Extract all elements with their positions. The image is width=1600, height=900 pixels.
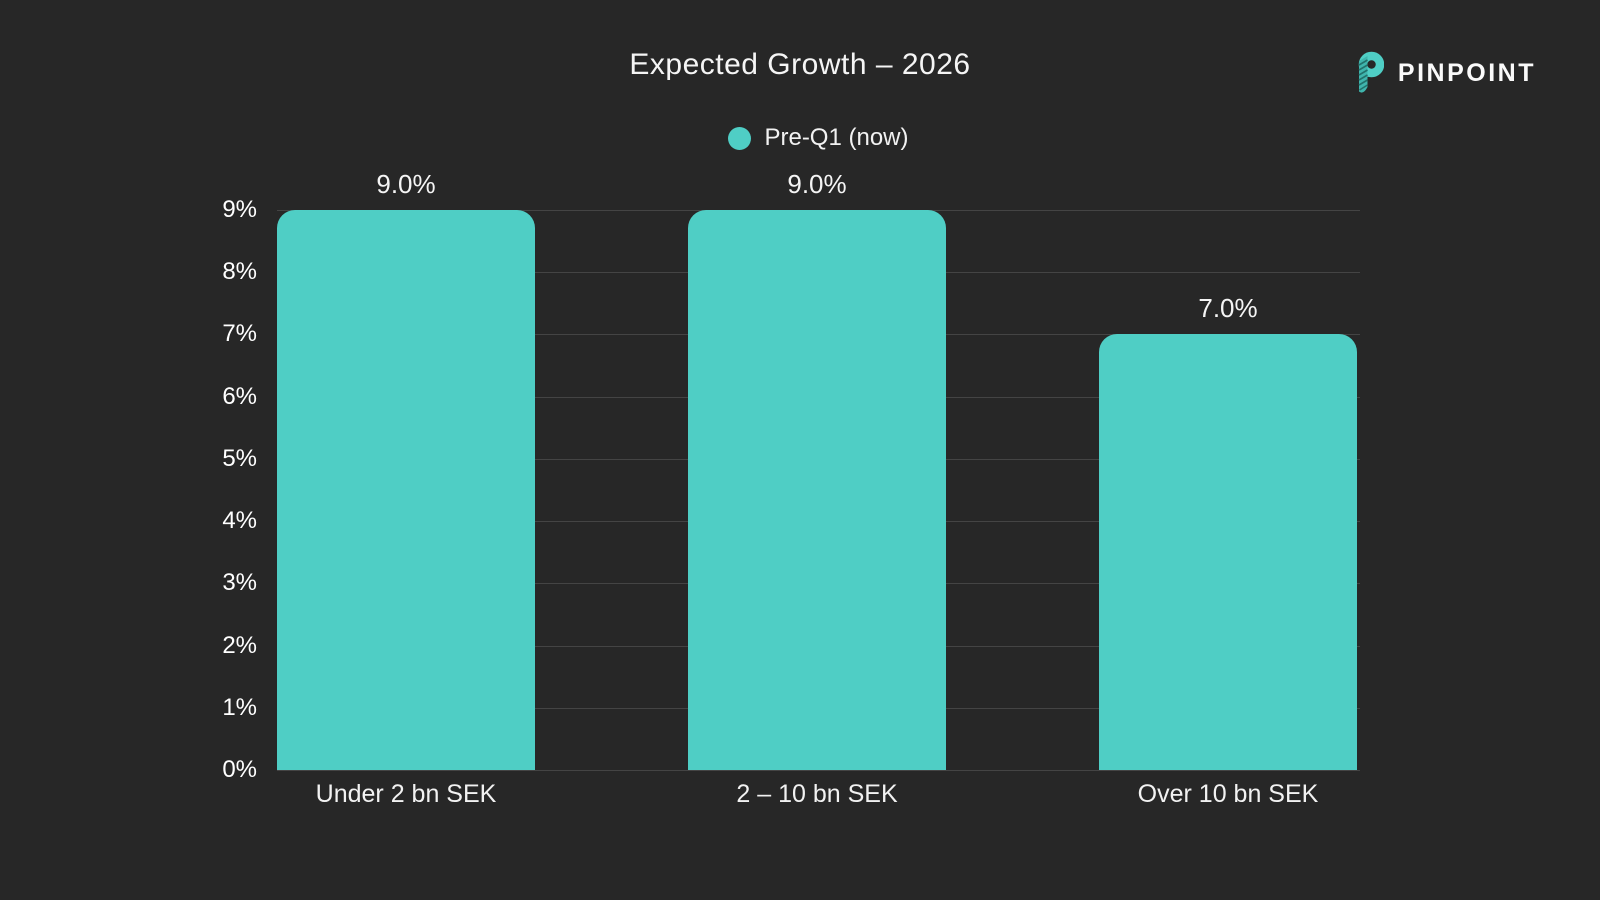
y-tick-label: 4%: [222, 507, 257, 535]
pinpoint-p-icon: [1353, 50, 1384, 96]
bar-value-label: 9.0%: [376, 169, 436, 199]
x-category-label: Over 10 bn SEK: [1137, 780, 1319, 808]
legend-swatch: [728, 126, 752, 150]
y-tick-label: 8%: [222, 258, 257, 286]
y-tick-label: 3%: [222, 569, 257, 597]
bar-1: [277, 210, 535, 770]
chart-title: Expected Growth – 2026: [629, 48, 971, 81]
x-category-label: Under 2 bn SEK: [315, 780, 497, 808]
y-tick-label: 7%: [222, 320, 257, 348]
y-tick-label: 1%: [222, 693, 257, 721]
bar-value-label: 9.0%: [787, 169, 847, 199]
y-axis: 0% 1% 2% 3% 4% 5% 6% 7% 8% 9%: [0, 196, 257, 783]
logo-wordmark: PINPOINT: [1397, 58, 1536, 87]
x-category-label: 2 – 10 bn SEK: [736, 780, 898, 808]
legend-label: Pre-Q1 (now): [764, 124, 909, 151]
bar-2: [688, 210, 946, 770]
bar-value-label: 7.0%: [1198, 293, 1258, 324]
gridline-0%: [277, 770, 1360, 771]
pinpoint-logo: PINPOINT: [1353, 50, 1536, 96]
y-tick-label: 9%: [222, 196, 257, 223]
y-tick-label: 6%: [222, 382, 257, 410]
bar-3: [1099, 334, 1357, 770]
chart-legend: Pre-Q1 (now): [277, 124, 1360, 152]
y-tick-label: 5%: [222, 444, 257, 472]
plot-area: 9.0% Under 2 bn SEK 9.0% 2 – 10 bn SEK 7.0% O…: [277, 169, 1360, 808]
y-tick-label: 0%: [222, 756, 257, 783]
y-tick-label: 2%: [222, 631, 257, 659]
